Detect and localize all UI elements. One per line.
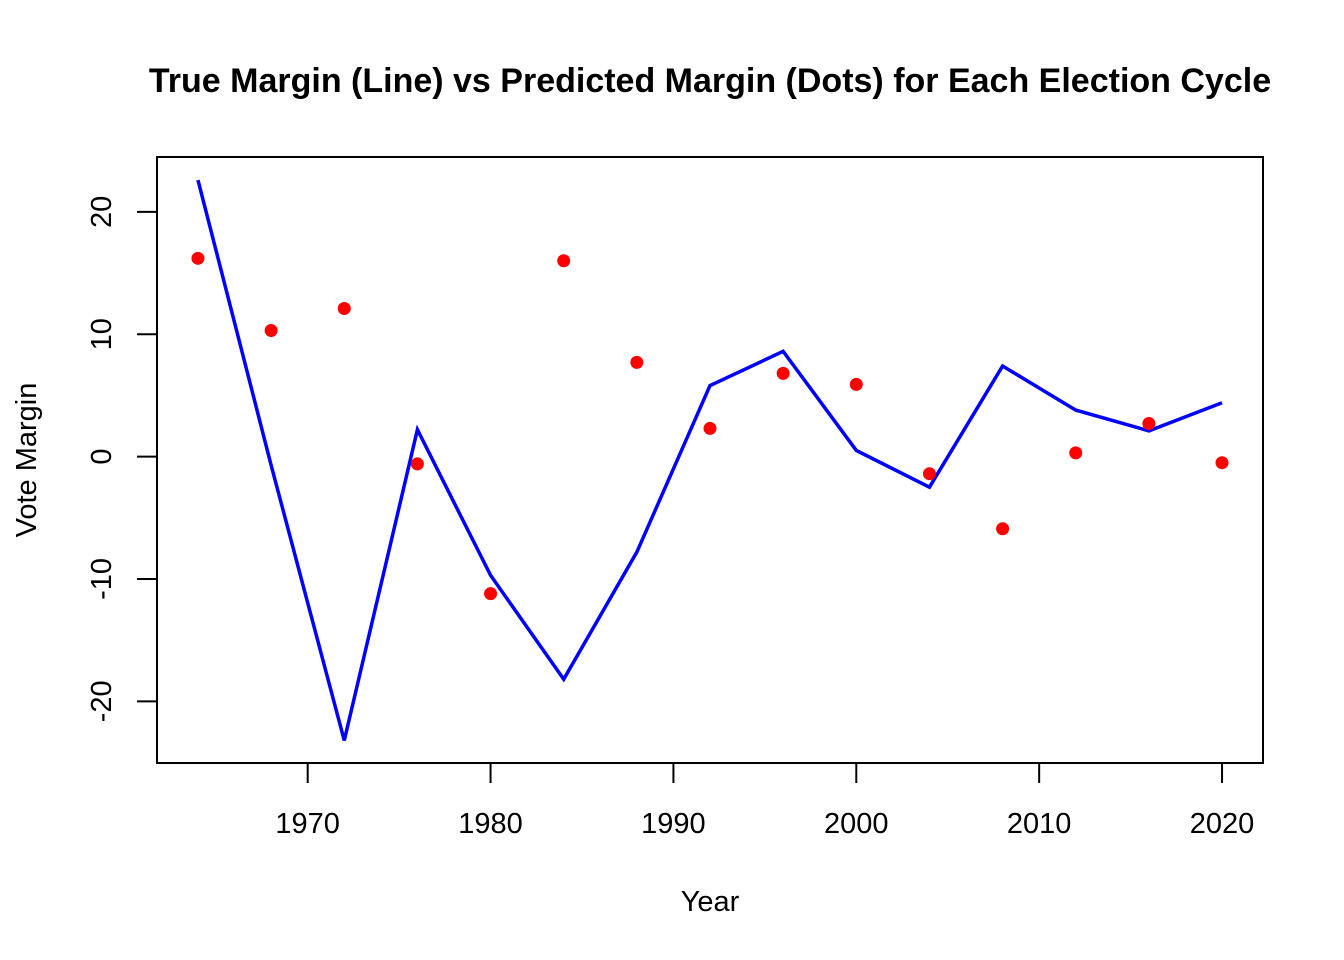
y-axis-label: Vote Margin xyxy=(11,383,43,538)
x-tick-label: 2000 xyxy=(824,808,889,840)
x-tick-label: 1970 xyxy=(275,808,340,840)
y-axis: -20 -10 0 10 20 xyxy=(86,196,158,722)
true-margin-line xyxy=(196,179,1223,741)
y-tick-label: -20 xyxy=(86,680,118,722)
predicted-margin-point xyxy=(1142,417,1156,431)
x-tick-label: 1980 xyxy=(458,808,523,840)
x-axis: 1970 1980 1990 2000 2010 2020 xyxy=(275,762,1255,840)
predicted-margin-point xyxy=(1215,456,1229,470)
x-tick-label: 2010 xyxy=(1007,808,1072,840)
predicted-margin-point xyxy=(776,366,790,380)
predicted-margin-point xyxy=(264,324,278,338)
predicted-margin-point xyxy=(1069,446,1083,460)
predicted-margin-point xyxy=(630,355,644,369)
y-tick-label: 0 xyxy=(86,449,118,465)
x-tick-label: 1990 xyxy=(641,808,706,840)
series-layer xyxy=(191,179,1229,741)
predicted-margin-point xyxy=(337,302,351,315)
x-tick-label: 2020 xyxy=(1190,808,1255,840)
predicted-margin-point xyxy=(922,467,936,481)
plot-frame xyxy=(156,156,1264,764)
predicted-margin-point xyxy=(191,251,205,265)
predicted-margin-point xyxy=(849,377,863,391)
x-axis-label: Year xyxy=(681,886,740,918)
predicted-margin-point xyxy=(703,421,717,435)
predicted-margin-point xyxy=(996,522,1010,536)
y-tick-label: 10 xyxy=(86,318,118,350)
predicted-margin-point xyxy=(410,457,424,471)
y-tick-label: -10 xyxy=(86,558,118,600)
y-tick-label: 20 xyxy=(86,196,118,228)
predicted-margin-point xyxy=(484,587,498,601)
chart-title: True Margin (Line) vs Predicted Margin (… xyxy=(149,62,1271,100)
predicted-margin-point xyxy=(557,254,571,268)
